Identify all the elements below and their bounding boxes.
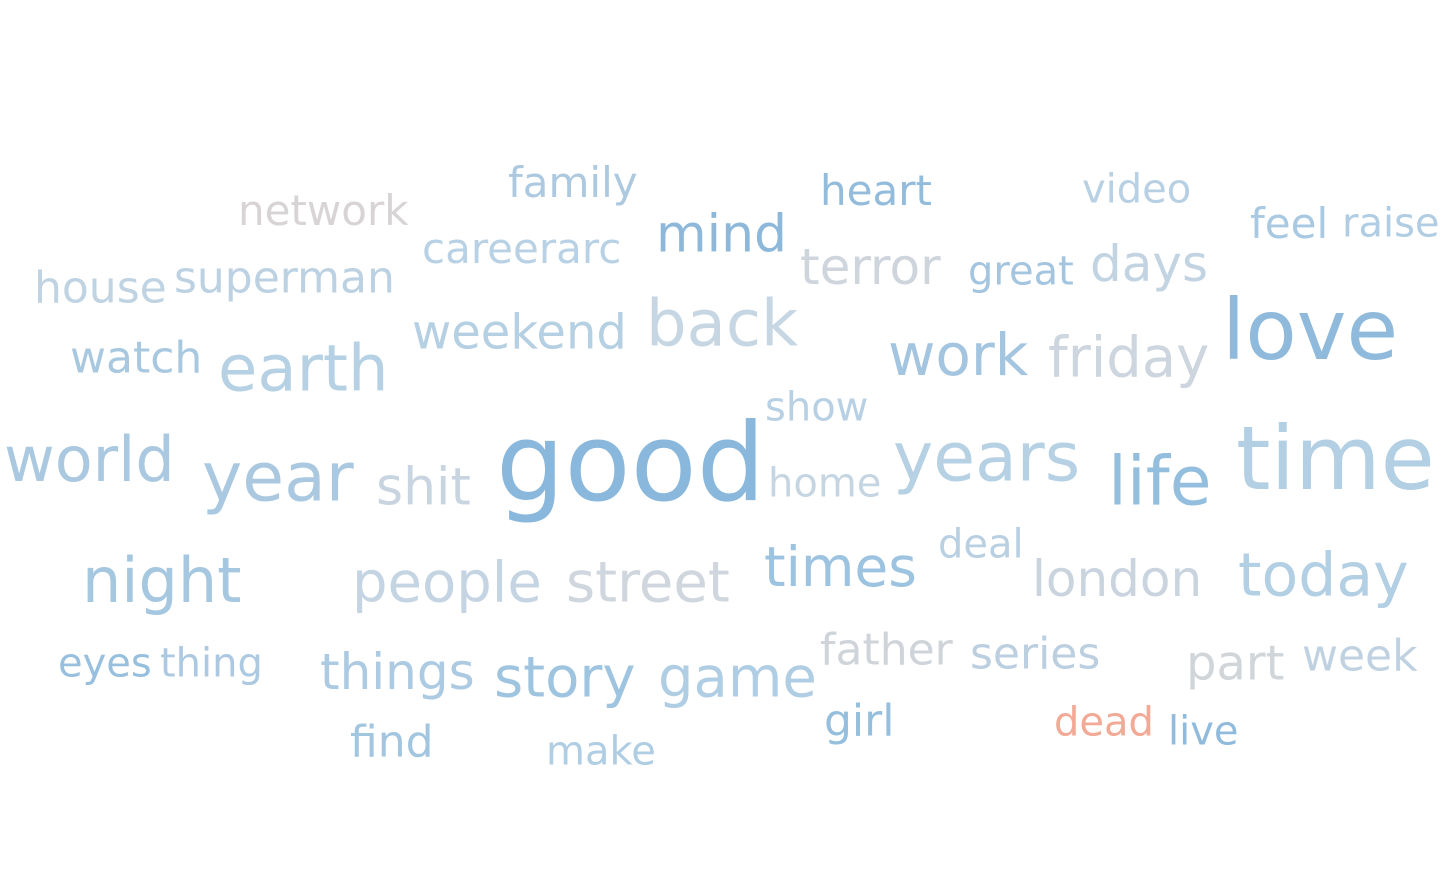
word-home: home <box>768 460 882 507</box>
word-eyes: eyes <box>58 640 152 687</box>
word-time: time <box>1236 407 1435 511</box>
word-heart: heart <box>820 166 932 216</box>
word-make: make <box>546 728 656 775</box>
word-great: great <box>968 248 1074 295</box>
word-love: love <box>1222 281 1399 380</box>
word-things: things <box>320 643 475 701</box>
word-video: video <box>1082 166 1192 213</box>
word-feel: feel <box>1250 199 1329 249</box>
word-thing: thing <box>160 640 263 687</box>
word-dead: dead <box>1054 699 1154 746</box>
word-street: street <box>566 550 730 616</box>
word-father: father <box>820 624 953 676</box>
word-house: house <box>34 262 167 314</box>
word-show: show <box>765 384 869 431</box>
word-network: network <box>238 186 409 236</box>
word-times: times <box>764 535 917 600</box>
word-years: years <box>893 418 1081 498</box>
word-shit: shit <box>376 457 471 518</box>
word-raise: raise <box>1342 200 1440 247</box>
word-earth: earth <box>218 332 389 407</box>
word-today: today <box>1238 540 1409 611</box>
word-friday: friday <box>1048 325 1210 391</box>
word-year: year <box>202 438 354 518</box>
word-careerarc: careerarc <box>422 224 622 274</box>
word-mind: mind <box>656 204 788 265</box>
word-work: work <box>888 320 1029 389</box>
word-london: london <box>1032 550 1203 608</box>
word-superman: superman <box>174 252 395 304</box>
word-game: game <box>658 645 817 711</box>
word-week: week <box>1302 630 1418 682</box>
word-weekend: weekend <box>412 304 627 361</box>
word-life: life <box>1108 442 1212 522</box>
word-series: series <box>970 628 1101 680</box>
word-people: people <box>352 550 542 616</box>
word-good: good <box>496 400 766 526</box>
word-back: back <box>646 287 799 362</box>
word-story: story <box>494 645 636 711</box>
word-girl: girl <box>824 695 895 747</box>
word-deal: deal <box>938 521 1024 568</box>
word-days: days <box>1090 235 1209 293</box>
word-terror: terror <box>800 238 941 296</box>
word-part: part <box>1186 635 1285 692</box>
word-live: live <box>1168 708 1239 755</box>
word-watch: watch <box>70 332 203 384</box>
word-family: family <box>508 158 638 208</box>
word-find: find <box>350 716 434 768</box>
word-world: world <box>4 422 175 496</box>
word-night: night <box>82 543 242 617</box>
